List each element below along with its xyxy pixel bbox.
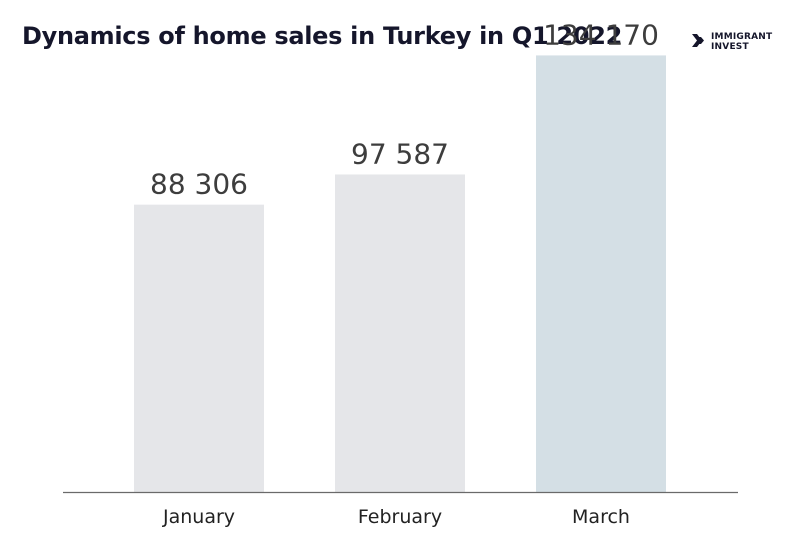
brand-name-line-2: INVEST bbox=[711, 41, 749, 52]
category-label-march: March bbox=[572, 506, 630, 528]
value-label-january: 88 306 bbox=[150, 168, 248, 201]
category-label-january: January bbox=[162, 506, 235, 528]
category-label-february: February bbox=[358, 506, 442, 528]
bar-march bbox=[536, 55, 666, 493]
value-label-march: 134 170 bbox=[543, 18, 659, 51]
brand-chevrons-icon bbox=[692, 34, 704, 47]
bar-february bbox=[335, 174, 465, 492]
bar-january bbox=[134, 204, 264, 492]
brand-logo: IMMIGRANT INVEST bbox=[692, 32, 787, 57]
value-label-february: 97 587 bbox=[351, 137, 449, 170]
brand-name-line-1: IMMIGRANT bbox=[711, 32, 773, 42]
brand-name: IMMIGRANT INVEST bbox=[711, 32, 773, 52]
chart-title: Dynamics of home sales in Turkey in Q1 2… bbox=[22, 22, 623, 50]
